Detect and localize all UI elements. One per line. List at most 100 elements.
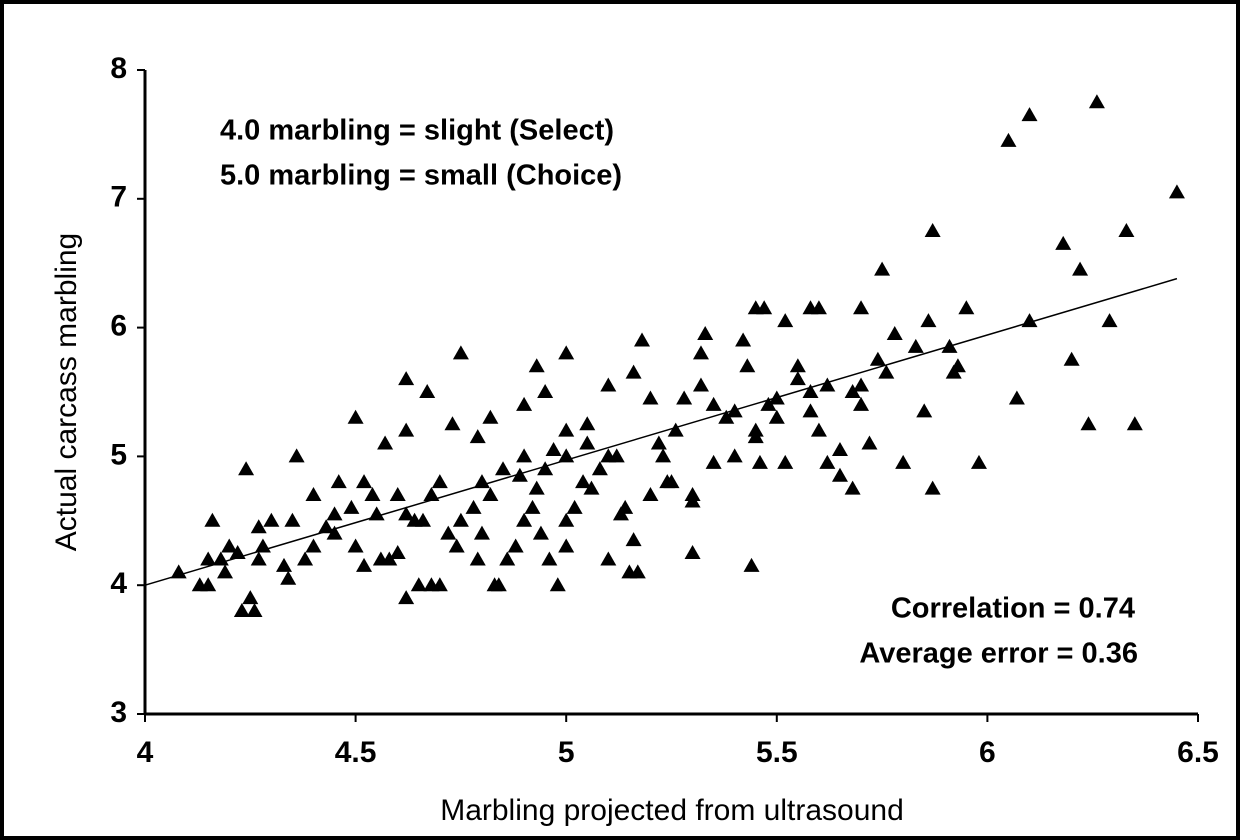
point <box>1021 107 1038 122</box>
point <box>1126 416 1143 431</box>
point <box>916 403 933 418</box>
point <box>1168 184 1185 199</box>
point <box>469 551 486 566</box>
point <box>612 506 629 521</box>
point <box>204 512 221 527</box>
point <box>886 326 903 341</box>
point <box>600 551 617 566</box>
point <box>684 545 701 559</box>
point <box>1008 390 1025 405</box>
point <box>297 551 314 566</box>
point <box>1118 223 1135 237</box>
point <box>398 422 415 437</box>
point <box>697 326 714 341</box>
point <box>1063 351 1080 366</box>
point <box>924 223 941 237</box>
x-tick-label: 6 <box>979 736 996 769</box>
x-tick-label: 4 <box>137 736 154 769</box>
point <box>1080 416 1097 431</box>
point <box>212 551 229 566</box>
point <box>356 474 373 489</box>
point <box>941 338 958 353</box>
point <box>819 377 836 392</box>
point <box>364 487 381 502</box>
annotation: 4.0 marbling = slight (Select) <box>220 115 614 147</box>
y-tick-label: 3 <box>110 696 127 729</box>
point <box>819 454 836 469</box>
y-axis-title: Actual carcass marbling <box>50 233 83 551</box>
point <box>495 461 512 476</box>
point <box>663 474 680 489</box>
point <box>625 364 642 379</box>
point <box>726 448 743 463</box>
point <box>398 590 415 605</box>
point <box>558 512 575 527</box>
point <box>831 467 848 482</box>
point <box>398 506 415 521</box>
point <box>579 435 596 450</box>
point <box>920 313 937 328</box>
point <box>516 396 533 411</box>
x-tick-label: 5 <box>558 736 575 769</box>
point <box>532 525 549 540</box>
y-tick-label: 8 <box>110 52 127 85</box>
point <box>768 390 785 405</box>
point <box>263 512 280 527</box>
point <box>524 499 541 514</box>
point <box>869 351 886 366</box>
y-tick-label: 4 <box>110 567 127 600</box>
point <box>1072 261 1089 276</box>
point <box>465 499 482 514</box>
point <box>1000 132 1017 147</box>
point <box>810 300 827 315</box>
point <box>853 377 870 392</box>
point <box>440 525 457 540</box>
point <box>486 577 503 592</box>
point <box>431 474 448 489</box>
point <box>242 590 259 605</box>
point <box>330 474 347 489</box>
point <box>275 557 292 572</box>
y-tick-label: 6 <box>110 310 127 343</box>
point <box>718 409 735 424</box>
point <box>452 345 469 360</box>
point <box>558 422 575 437</box>
trendline <box>144 277 1178 586</box>
point <box>705 396 722 411</box>
point <box>802 403 819 418</box>
point <box>423 487 440 502</box>
point <box>482 409 499 424</box>
point <box>751 454 768 469</box>
point <box>642 487 659 502</box>
point <box>246 602 263 617</box>
point <box>692 377 709 392</box>
point <box>326 525 343 540</box>
point <box>655 448 672 463</box>
point <box>250 519 267 534</box>
point <box>326 506 343 521</box>
point <box>777 454 794 469</box>
point <box>381 551 398 566</box>
point <box>802 384 819 398</box>
point <box>398 371 415 386</box>
point <box>777 313 794 328</box>
point <box>545 441 562 456</box>
point <box>924 480 941 495</box>
point <box>343 499 360 514</box>
point <box>579 416 596 431</box>
point <box>233 602 250 617</box>
point <box>874 261 891 276</box>
point <box>347 409 364 424</box>
point <box>537 461 554 476</box>
point <box>254 538 271 553</box>
point <box>431 577 448 592</box>
point <box>389 545 406 559</box>
point <box>499 551 516 566</box>
point <box>473 474 490 489</box>
point <box>768 409 785 424</box>
point <box>735 332 752 347</box>
point <box>895 454 912 469</box>
point <box>760 396 777 411</box>
